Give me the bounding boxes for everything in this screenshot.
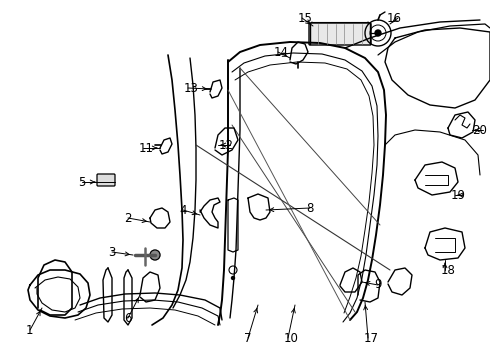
Text: 17: 17 [364,332,379,345]
Text: 9: 9 [374,279,382,292]
Text: 8: 8 [307,202,314,215]
Text: 12: 12 [219,139,234,152]
Text: 7: 7 [244,332,251,345]
Circle shape [375,30,381,36]
Text: 14: 14 [274,45,289,59]
Text: 1: 1 [26,324,33,337]
Text: 20: 20 [472,123,487,136]
Text: 18: 18 [441,264,456,276]
FancyBboxPatch shape [309,23,371,45]
Text: 11: 11 [139,141,154,154]
Text: 3: 3 [108,246,115,258]
Text: 6: 6 [124,311,131,324]
Text: 13: 13 [184,81,199,95]
Text: 16: 16 [387,12,402,24]
Text: 5: 5 [78,176,85,189]
Text: 4: 4 [179,203,187,216]
Circle shape [231,276,235,279]
Text: 19: 19 [451,189,466,202]
Text: 10: 10 [284,332,299,345]
Text: 2: 2 [124,212,131,225]
Circle shape [150,250,160,260]
FancyBboxPatch shape [97,174,115,186]
Text: 15: 15 [298,12,313,24]
